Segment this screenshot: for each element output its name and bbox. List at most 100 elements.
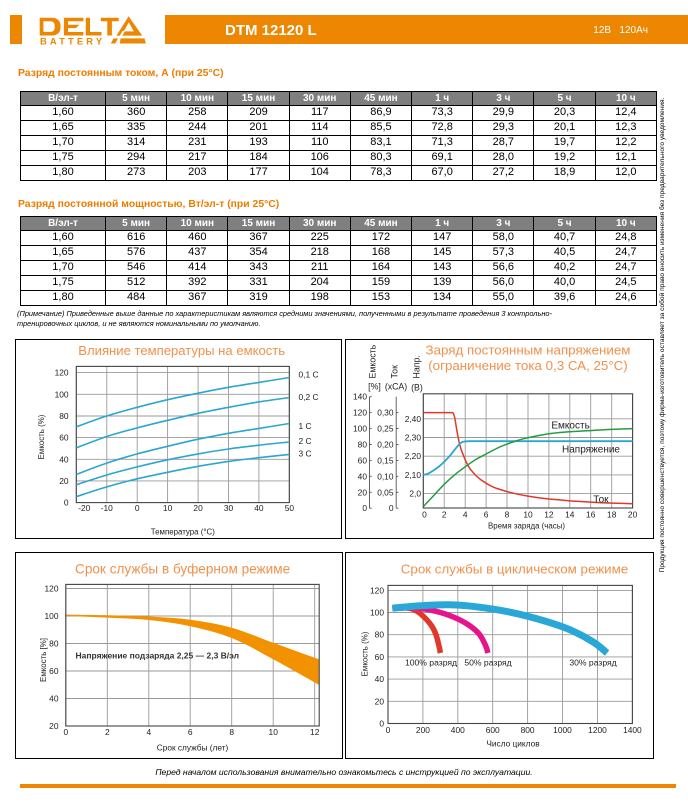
svg-text:12: 12 bbox=[544, 510, 554, 520]
svg-text:Напряжение подзаряда 2,25 — 2,: Напряжение подзаряда 2,25 — 2,3 В/эл bbox=[76, 651, 240, 661]
svg-text:10: 10 bbox=[269, 727, 279, 737]
svg-text:50: 50 bbox=[285, 503, 295, 513]
svg-text:1000: 1000 bbox=[553, 725, 572, 735]
svg-text:BATTERY: BATTERY bbox=[40, 36, 105, 47]
svg-text:Число циклов: Число циклов bbox=[486, 739, 540, 749]
svg-text:20: 20 bbox=[628, 510, 638, 520]
svg-text:20: 20 bbox=[49, 721, 59, 731]
svg-text:Время заряда (часы): Время заряда (часы) bbox=[488, 522, 565, 531]
svg-text:0,05: 0,05 bbox=[377, 487, 394, 497]
svg-text:12: 12 bbox=[310, 727, 320, 737]
svg-text:Напряжение: Напряжение bbox=[562, 445, 620, 456]
svg-text:4: 4 bbox=[463, 510, 468, 520]
svg-text:0,2 C: 0,2 C bbox=[299, 392, 319, 402]
svg-text:6: 6 bbox=[484, 510, 489, 520]
svg-text:120: 120 bbox=[353, 408, 367, 418]
svg-text:(ограничение тока 0,3 СА, 25°C: (ограничение тока 0,3 СА, 25°C) bbox=[428, 358, 628, 373]
svg-text:1200: 1200 bbox=[588, 725, 607, 735]
svg-text:6: 6 bbox=[188, 727, 193, 737]
svg-text:0: 0 bbox=[422, 510, 427, 520]
svg-text:10: 10 bbox=[523, 510, 533, 520]
svg-text:Ток: Ток bbox=[390, 365, 400, 379]
svg-text:40: 40 bbox=[49, 694, 59, 704]
svg-text:100: 100 bbox=[45, 611, 59, 621]
svg-text:120: 120 bbox=[55, 368, 69, 378]
svg-text:(хСА): (хСА) bbox=[385, 382, 407, 392]
svg-text:Емкость: Емкость bbox=[551, 421, 589, 432]
svg-text:80: 80 bbox=[375, 630, 385, 640]
svg-text:-10: -10 bbox=[101, 503, 113, 513]
svg-text:Заряд постоянным напряжением: Заряд постоянным напряжением bbox=[426, 343, 631, 358]
svg-text:30: 30 bbox=[224, 503, 234, 513]
svg-text:Емкость [%]: Емкость [%] bbox=[39, 638, 48, 682]
svg-text:2,0: 2,0 bbox=[409, 489, 421, 499]
svg-text:18: 18 bbox=[607, 510, 617, 520]
svg-text:0: 0 bbox=[389, 503, 394, 513]
svg-text:100: 100 bbox=[353, 424, 367, 434]
svg-text:60: 60 bbox=[358, 455, 368, 465]
svg-text:0,10: 0,10 bbox=[377, 471, 394, 481]
svg-text:30% разряд: 30% разряд bbox=[569, 658, 616, 668]
svg-text:8: 8 bbox=[229, 727, 234, 737]
svg-text:40: 40 bbox=[254, 503, 264, 513]
svg-text:1400: 1400 bbox=[623, 725, 642, 735]
svg-text:20: 20 bbox=[193, 503, 203, 513]
svg-text:Емкость (%): Емкость (%) bbox=[360, 631, 369, 676]
svg-text:0,1 C: 0,1 C bbox=[299, 370, 319, 380]
svg-text:3 C: 3 C bbox=[299, 449, 312, 459]
svg-text:16: 16 bbox=[586, 510, 596, 520]
svg-text:80: 80 bbox=[59, 411, 69, 421]
svg-text:4: 4 bbox=[146, 727, 151, 737]
svg-text:10: 10 bbox=[163, 503, 173, 513]
svg-text:0,15: 0,15 bbox=[377, 455, 394, 465]
svg-text:2,20: 2,20 bbox=[405, 451, 422, 461]
svg-text:Срок службы в буферном режиме: Срок службы в буферном режиме bbox=[75, 561, 290, 576]
svg-text:Температура (°C): Температура (°C) bbox=[151, 528, 215, 537]
svg-text:200: 200 bbox=[416, 725, 430, 735]
svg-text:(В): (В) bbox=[411, 383, 423, 393]
svg-text:2 C: 2 C bbox=[299, 436, 312, 446]
svg-text:14: 14 bbox=[565, 510, 575, 520]
svg-text:0: 0 bbox=[362, 503, 367, 513]
svg-text:0,30: 0,30 bbox=[377, 408, 394, 418]
svg-text:40: 40 bbox=[375, 674, 385, 684]
svg-text:2,10: 2,10 bbox=[405, 470, 422, 480]
svg-text:140: 140 bbox=[353, 392, 367, 402]
svg-text:40: 40 bbox=[358, 471, 368, 481]
svg-text:400: 400 bbox=[451, 725, 465, 735]
svg-text:Емкость (%): Емкость (%) bbox=[37, 414, 46, 459]
svg-text:Срок службы (лет): Срок службы (лет) bbox=[157, 742, 229, 752]
svg-text:100% разряд: 100% разряд bbox=[405, 658, 457, 668]
svg-text:600: 600 bbox=[486, 725, 500, 735]
svg-text:60: 60 bbox=[59, 433, 69, 443]
svg-text:Срок службы в циклическом режи: Срок службы в циклическом режиме bbox=[401, 561, 628, 576]
svg-text:40: 40 bbox=[59, 454, 69, 464]
svg-text:0,25: 0,25 bbox=[377, 424, 394, 434]
svg-text:1 C: 1 C bbox=[299, 421, 312, 431]
svg-text:8: 8 bbox=[505, 510, 510, 520]
svg-text:20: 20 bbox=[358, 487, 368, 497]
svg-text:120: 120 bbox=[45, 584, 59, 594]
svg-text:0: 0 bbox=[379, 719, 384, 729]
svg-text:Напр.: Напр. bbox=[412, 355, 422, 378]
svg-text:0: 0 bbox=[135, 503, 140, 513]
svg-text:Ток: Ток bbox=[593, 495, 609, 506]
svg-text:0: 0 bbox=[64, 498, 69, 508]
svg-text:0: 0 bbox=[386, 725, 391, 735]
svg-text:0,20: 0,20 bbox=[377, 440, 394, 450]
svg-text:80: 80 bbox=[358, 440, 368, 450]
svg-text:80: 80 bbox=[49, 639, 59, 649]
svg-text:Емкость: Емкость bbox=[368, 344, 378, 378]
svg-text:0: 0 bbox=[63, 727, 68, 737]
svg-text:2,40: 2,40 bbox=[405, 414, 422, 424]
svg-text:50% разряд: 50% разряд bbox=[464, 658, 511, 668]
svg-text:2: 2 bbox=[442, 510, 447, 520]
svg-text:2,30: 2,30 bbox=[405, 433, 422, 443]
svg-text:-20: -20 bbox=[78, 503, 90, 513]
svg-text:120: 120 bbox=[370, 585, 384, 595]
svg-text:20: 20 bbox=[59, 476, 69, 486]
svg-text:[%]: [%] bbox=[368, 382, 381, 392]
svg-text:60: 60 bbox=[49, 666, 59, 676]
svg-text:100: 100 bbox=[370, 608, 384, 618]
svg-text:2: 2 bbox=[105, 727, 110, 737]
